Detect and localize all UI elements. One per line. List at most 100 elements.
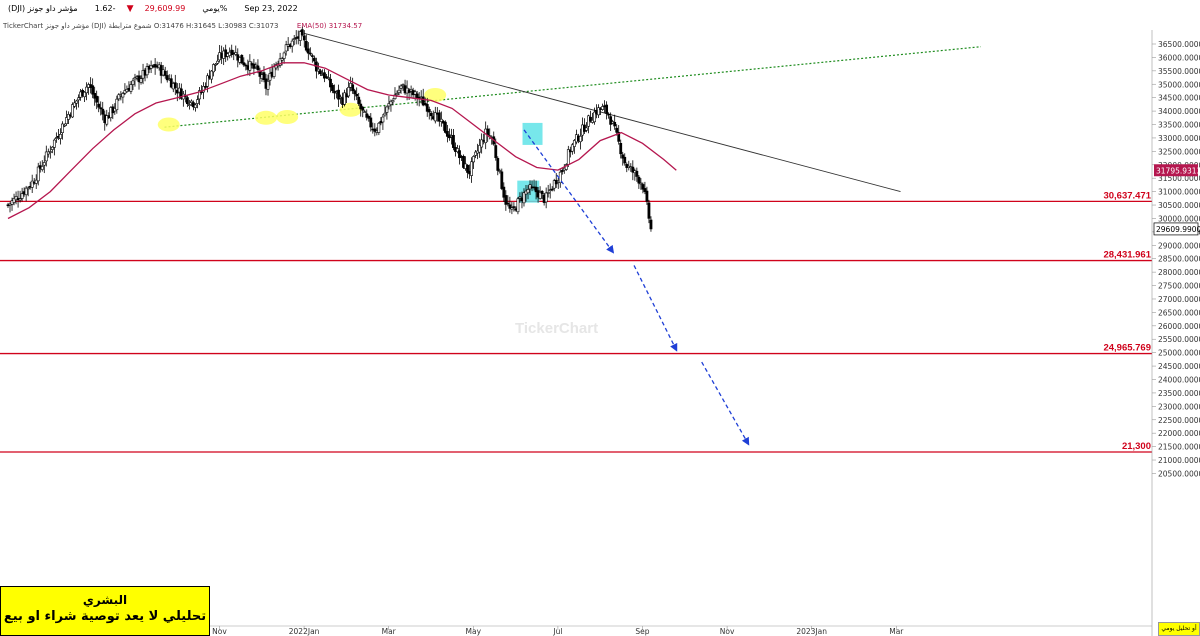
candle-body — [18, 198, 22, 201]
candle-body — [609, 116, 613, 125]
candle-body — [278, 58, 282, 66]
candle-body — [373, 128, 377, 132]
candle-body — [300, 29, 304, 36]
candle-body — [480, 139, 484, 148]
candle-body — [256, 65, 260, 71]
candle-body — [214, 63, 218, 66]
candle-body — [65, 117, 68, 125]
price-axis[interactable]: 20500.0000 21000.0000 21500.0000 22000.0000… — [1151, 30, 1200, 636]
time-tick-label: 2022Jan — [289, 627, 320, 636]
candle-body — [308, 52, 312, 55]
candle-body — [194, 104, 197, 108]
candle-body — [589, 116, 592, 122]
candle-body — [306, 48, 310, 54]
candle-body — [540, 191, 544, 195]
candle-body — [593, 111, 596, 123]
candle-body — [425, 104, 429, 112]
price-tick-label: 30000.0000 — [1158, 214, 1200, 223]
level-labels: 30,637.471 28,431.961 24,965.769 21,300 — [1103, 190, 1151, 452]
candle-body — [331, 84, 334, 92]
price-tick-label: 25500.0000 — [1158, 335, 1200, 344]
yellow-highlight — [276, 110, 299, 125]
time-tick-label: Sep — [635, 627, 649, 636]
candle-body — [40, 166, 44, 170]
candle-body — [50, 146, 54, 150]
candle-body — [343, 92, 346, 105]
header-date: Sep 23, 2022 — [244, 4, 298, 13]
candle-body — [323, 72, 326, 79]
candle-body — [484, 128, 488, 144]
candle-body — [552, 180, 556, 189]
candle-body — [46, 151, 50, 155]
candle-body — [367, 115, 371, 119]
candle-body — [534, 186, 538, 193]
candle-body — [395, 93, 399, 96]
corner-button[interactable]: أو تحليل يومي — [1158, 622, 1200, 636]
candle-body — [504, 195, 508, 205]
watermark: TickerChart — [515, 320, 599, 337]
price-tick-label: 36500.0000 — [1158, 40, 1200, 49]
candle-body — [421, 96, 425, 106]
header-last-price: 29,609.99 — [144, 4, 186, 13]
candle-body — [647, 202, 651, 219]
candle-body — [133, 77, 137, 80]
candle-body — [635, 170, 639, 177]
candle-body — [399, 85, 403, 89]
candle-body — [93, 93, 97, 99]
candle-body — [187, 104, 191, 106]
candle-body — [91, 85, 95, 95]
candle-body — [538, 192, 542, 199]
ema-legend-label: EMA(50) — [296, 22, 327, 30]
candle-body — [456, 148, 459, 153]
chart-info-line: TickerChart مؤشر داو جونز (DJI) شموع متر… — [3, 22, 362, 30]
price-tick-label: 23000.0000 — [1158, 402, 1200, 411]
candle-body — [248, 61, 252, 71]
highlight-marks — [157, 87, 543, 203]
header-symbol-name: مؤشر داو جونز (DJI) — [8, 4, 78, 13]
candle-body — [75, 100, 78, 104]
info-ohlc: O:31476 H:31645 L:30983 C:31073 — [153, 22, 279, 30]
candle-body — [242, 62, 246, 66]
candle-body — [474, 151, 478, 156]
candle-body — [570, 144, 574, 152]
support-level-label: 21,300 — [1122, 441, 1151, 452]
candle-body — [24, 187, 28, 196]
candle-body — [73, 102, 76, 107]
yellow-highlight — [255, 110, 278, 125]
price-tick-label: 33000.0000 — [1158, 134, 1200, 143]
candle-body — [206, 75, 209, 87]
price-tick-label: 29000.0000 — [1158, 241, 1200, 250]
candle-body — [389, 100, 393, 105]
candle-body — [312, 57, 316, 62]
candle-body — [619, 142, 623, 155]
candle-body — [427, 109, 431, 113]
candle-body — [284, 44, 288, 52]
price-tick-label: 34000.0000 — [1158, 107, 1200, 116]
candle-body — [522, 192, 526, 204]
candle-body — [347, 87, 351, 97]
support-level-label: 30,637.471 — [1103, 190, 1151, 201]
price-tick-label: 35000.0000 — [1158, 80, 1200, 89]
candle-body — [355, 93, 359, 97]
disclaimer-text: تحليلي لا يعد توصية شراء او بيع — [3, 609, 207, 624]
uptrend-line — [164, 46, 981, 128]
candle-body — [445, 130, 449, 137]
candle-body — [77, 97, 80, 101]
price-tick-label: 27000.0000 — [1158, 295, 1200, 304]
candle-body — [52, 139, 56, 148]
candle-body — [101, 108, 105, 115]
candle-body — [649, 219, 653, 230]
price-tick-label: 27500.0000 — [1158, 282, 1200, 291]
candle-body — [230, 49, 234, 56]
candle-body — [508, 204, 512, 209]
candle-body — [329, 78, 332, 88]
yellow-highlight — [339, 102, 362, 117]
candle-body — [266, 81, 270, 90]
candle-body — [105, 115, 109, 125]
candle-body — [478, 145, 482, 153]
candle-body — [165, 75, 169, 81]
price-tick-label: 22500.0000 — [1158, 416, 1200, 425]
candle-body — [607, 113, 611, 116]
candle-body — [30, 180, 34, 188]
